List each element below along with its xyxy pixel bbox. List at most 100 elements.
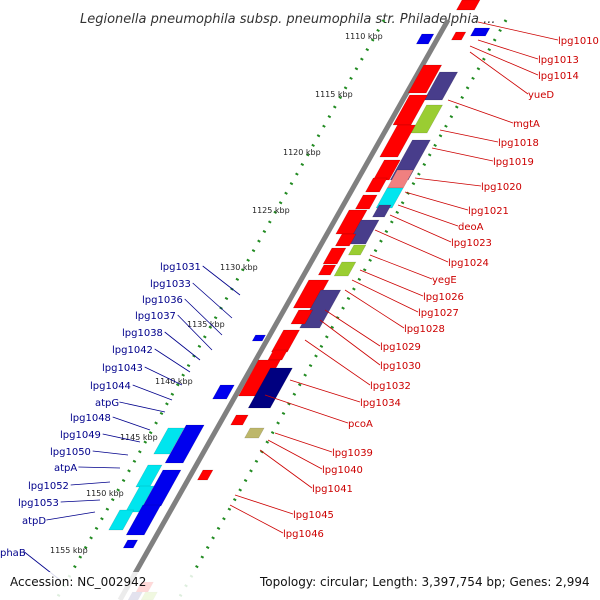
tick-tracks [54,19,508,600]
right-label-leader [319,319,381,366]
right-label-leader [369,254,433,280]
left-gene-label[interactable]: lpg1038 [122,328,163,339]
left-gene-label[interactable]: lpg1031 [160,262,201,273]
gene-feature [164,424,205,464]
left-label-leader [154,348,191,373]
gene-feature [470,27,491,37]
right-gene-label[interactable]: lpg1026 [423,292,464,303]
right-gene-label[interactable]: lpg1041 [312,484,353,495]
right-gene-label[interactable]: lpg1020 [481,182,522,193]
right-gene-label[interactable]: lpg1040 [322,465,363,476]
left-label-leader [60,499,101,503]
right-label-leader [289,379,361,403]
left-gene-label[interactable]: atpA [54,463,77,474]
left-gene-labels: lpg1031 lpg1033 lpg1036 lpg1037 lpg1038 lpg10… [0,262,241,581]
right-label-leader [477,21,559,41]
kbp-tick-label: 1135 kbp [187,320,225,329]
right-gene-label[interactable]: yueD [528,90,554,101]
right-label-leader [229,504,284,534]
left-gene-label[interactable]: lpg1048 [70,413,111,424]
right-gene-label[interactable]: lpg1028 [404,324,445,335]
left-gene-label[interactable]: lpg1043 [102,363,143,374]
right-gene-label[interactable]: yegE [432,275,457,286]
gene-feature [290,309,314,325]
gene-feature [407,64,443,94]
right-label-leader [477,39,539,60]
right-label-leader [324,309,381,347]
right-label-leader [344,289,405,329]
right-gene-label[interactable]: mgtA [513,119,540,130]
left-gene-label[interactable]: atpG [95,398,119,409]
left-label-leader [46,511,96,521]
gene-feature [230,414,249,426]
right-tick-track [176,19,508,600]
right-label-leader [304,339,371,386]
right-gene-label[interactable]: pcoA [348,419,373,430]
left-label-leader [70,481,111,486]
gene-feature [251,334,266,342]
gene-feature [267,349,288,361]
right-label-leader [267,439,323,470]
left-label-leader [92,450,129,456]
left-gene-label[interactable]: lpg1044 [90,381,131,392]
right-gene-label[interactable]: lpg1013 [538,55,579,66]
right-gene-label[interactable]: lpg1027 [418,308,459,319]
gene-feature [365,177,388,193]
gene-feature [333,261,357,277]
right-gene-label[interactable]: lpg1023 [451,238,492,249]
left-gene-label[interactable]: lpg1042 [112,345,153,356]
right-gene-label[interactable]: lpg1010 [558,36,599,47]
kbp-tick-label: 1145 kbp [120,433,158,442]
kbp-tick-label: 1110 kbp [345,32,383,41]
left-gene-label[interactable]: lpg1053 [18,498,59,509]
left-label-leader [184,298,223,336]
right-label-leader [414,177,482,187]
left-label-leader [102,433,141,443]
right-label-leader [374,229,449,263]
gene-feature [379,124,416,158]
right-gene-label[interactable]: lpg1046 [283,529,324,540]
left-gene-label[interactable]: lpg1037 [135,311,176,322]
left-gene-label[interactable]: atpD [22,516,46,527]
kbp-tick-label: 1120 kbp [283,148,321,157]
left-label-leader [177,314,213,351]
right-gene-label[interactable]: deoA [458,222,484,233]
right-gene-label[interactable]: lpg1021 [468,206,509,217]
right-gene-label[interactable]: lpg1034 [360,398,401,409]
accession-text: Accession: NC_002942 [10,575,146,589]
kbp-tick-label: 1125 kbp [252,206,290,215]
right-gene-label[interactable]: lpg1032 [370,381,411,392]
gene-feature [125,504,162,536]
left-label-leader [144,366,183,386]
kbp-tick-label: 1115 kbp [315,90,353,99]
right-gene-label[interactable]: lpg1014 [538,71,579,82]
left-gene-label[interactable]: lpg1049 [60,430,101,441]
right-label-leader [397,204,459,227]
left-gene-label[interactable]: phaB [0,548,26,559]
gene-feature [122,539,139,549]
left-tick-track [54,19,386,600]
left-gene-label[interactable]: lpg1036 [142,295,183,306]
left-gene-label[interactable]: lpg1033 [150,279,191,290]
right-gene-label[interactable]: lpg1045 [293,510,334,521]
right-gene-label[interactable]: lpg1019 [493,157,534,168]
gene-feature [347,219,380,245]
left-gene-label[interactable]: lpg1052 [28,481,69,492]
right-gene-label[interactable]: lpg1039 [332,448,373,459]
left-label-leader [192,282,233,319]
right-gene-label[interactable]: lpg1024 [448,258,489,269]
right-label-leader [469,45,539,76]
left-label-leader [132,384,173,401]
right-label-leader [439,129,499,143]
gene-feature [423,71,459,101]
right-label-leader [264,394,349,424]
right-gene-label[interactable]: lpg1018 [498,138,539,149]
genome-backbone [117,18,451,600]
left-gene-label[interactable]: lpg1050 [50,447,91,458]
right-gene-label[interactable]: lpg1029 [380,342,421,353]
gene-feature [108,509,135,531]
gene-feature [456,0,481,11]
gene-feature [322,247,347,265]
right-gene-label[interactable]: lpg1030 [380,361,421,372]
